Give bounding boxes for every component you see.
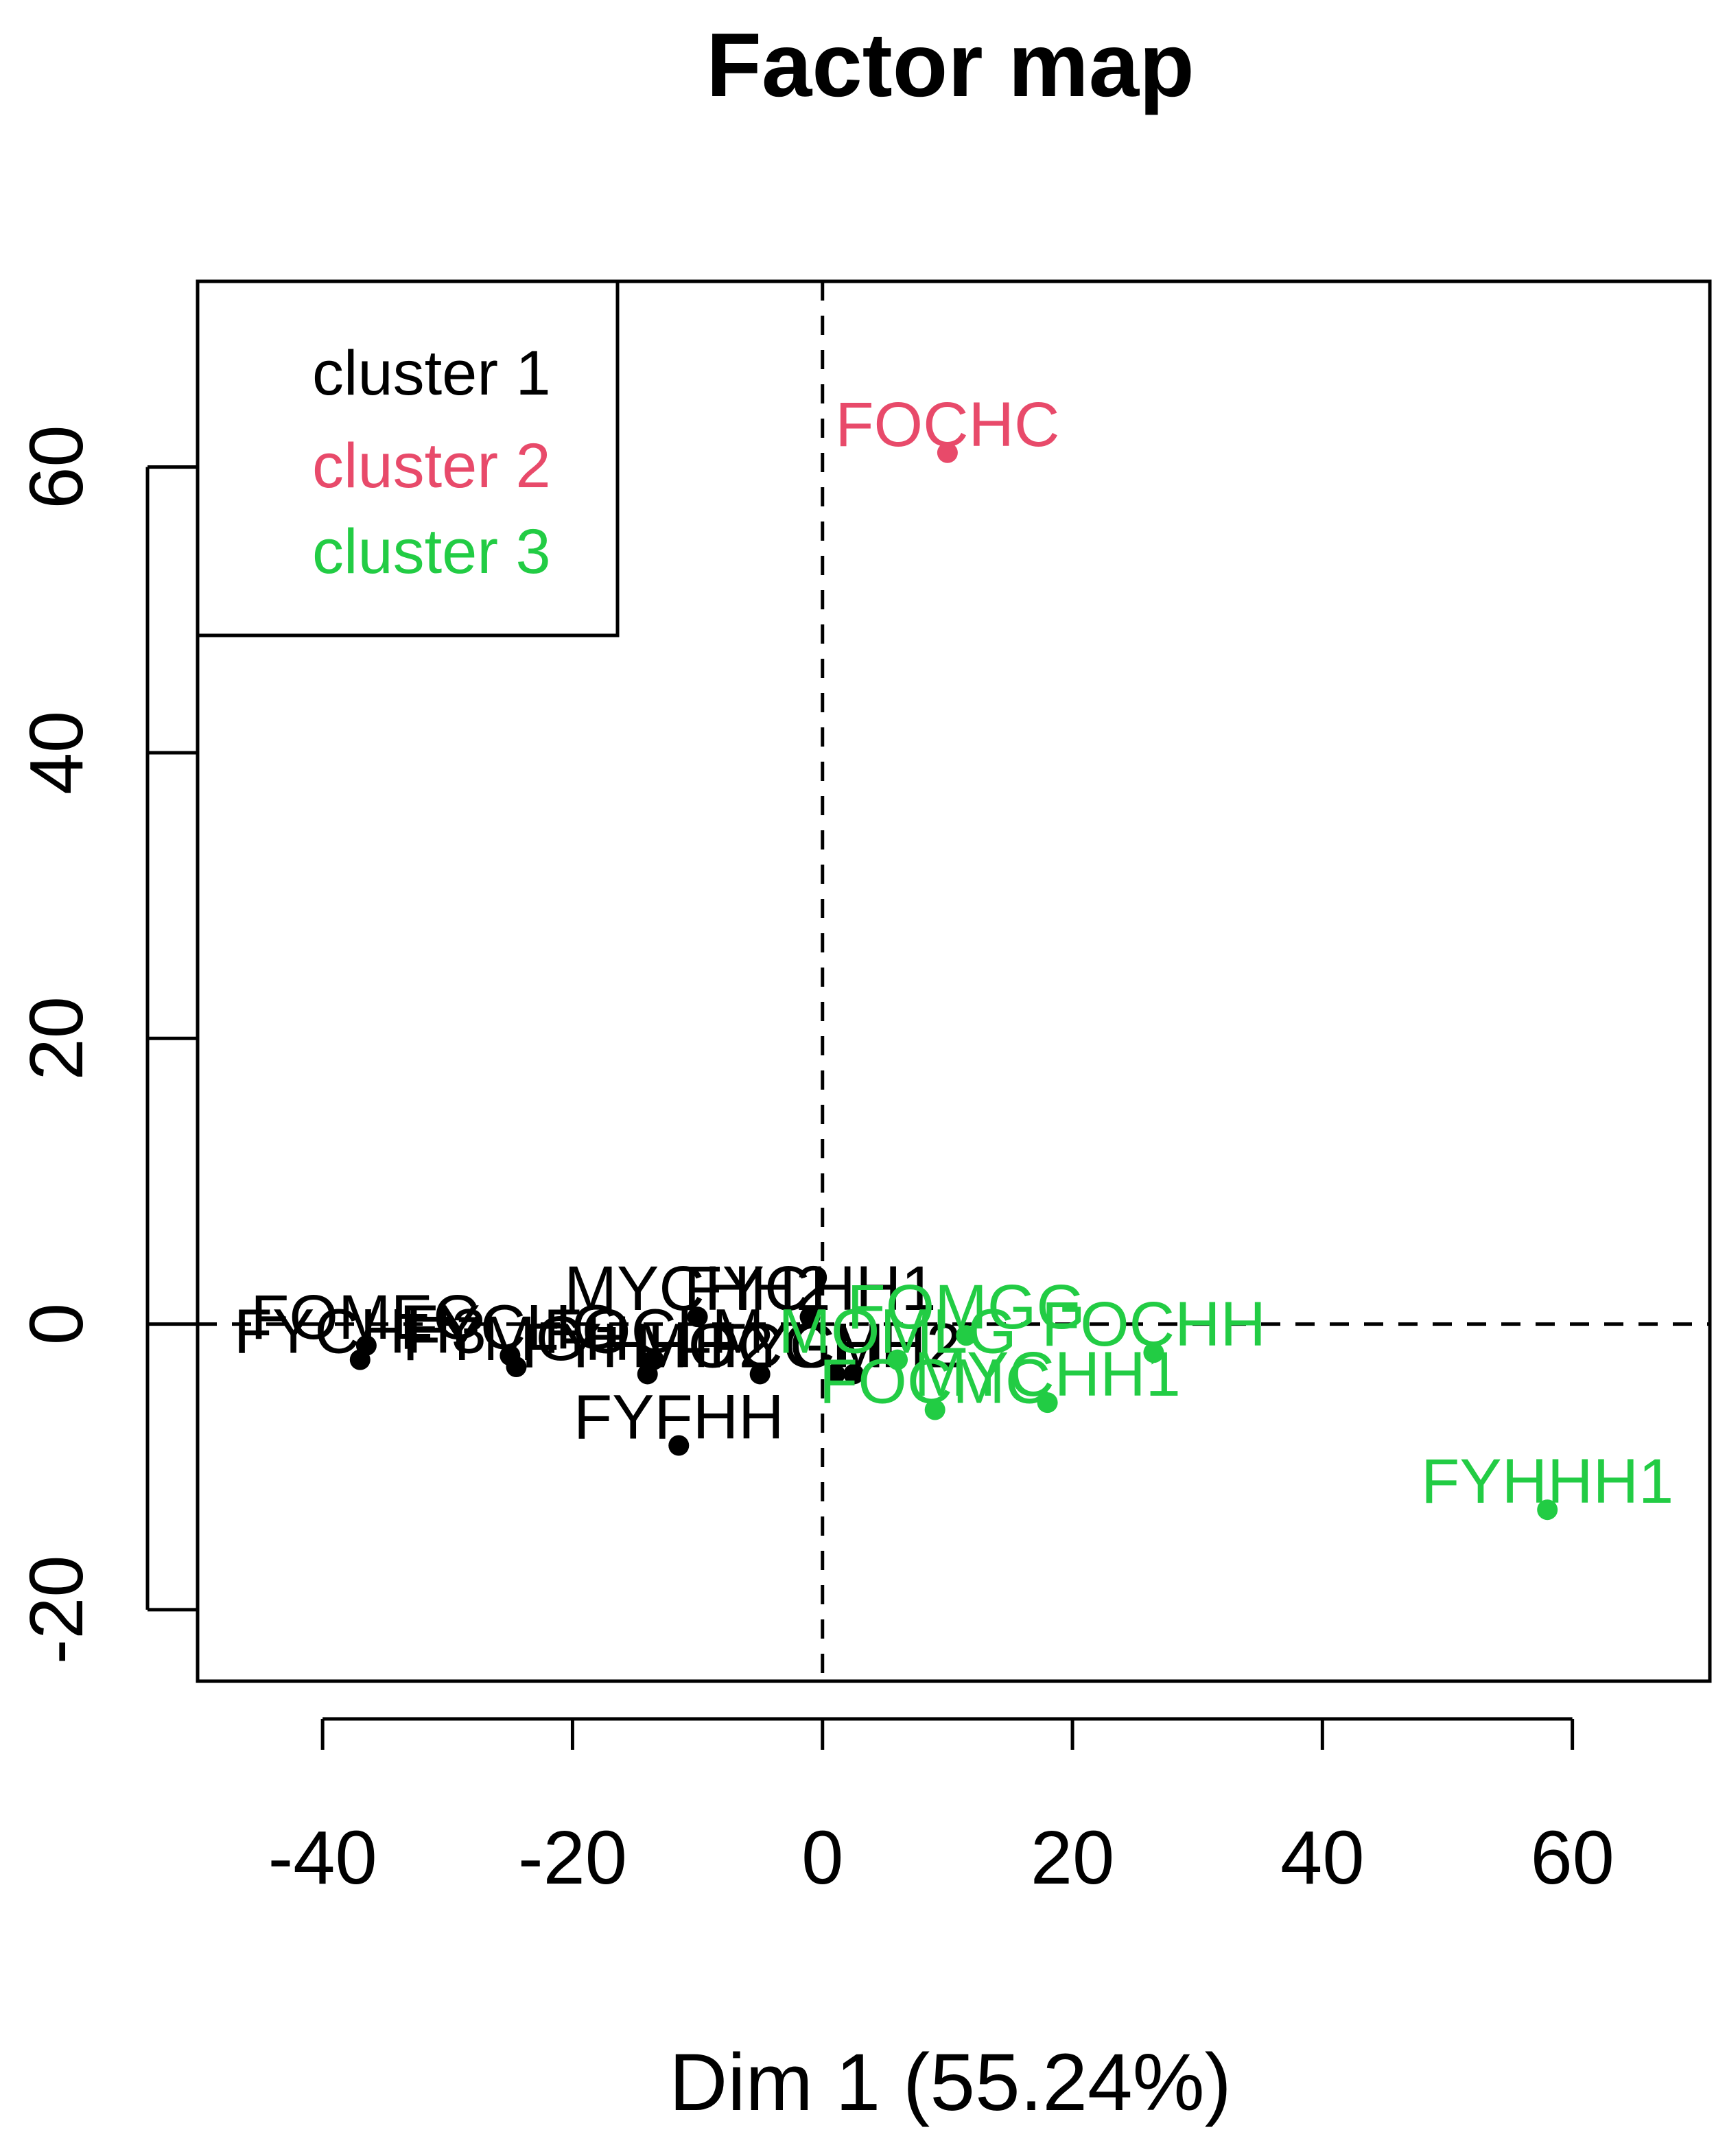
data-point xyxy=(1037,1392,1058,1414)
point-label: FOCMC xyxy=(819,1346,1050,1416)
data-point xyxy=(887,1349,908,1370)
data-point xyxy=(843,1363,865,1385)
data-point xyxy=(824,1363,845,1385)
point-label: FOCHC xyxy=(835,390,1059,460)
plot-frame xyxy=(196,279,1712,1683)
legend-entry-cluster-1: cluster 1 xyxy=(312,338,551,408)
data-point xyxy=(1537,1499,1558,1521)
data-point xyxy=(749,1363,771,1385)
legend-entry-cluster-3: cluster 3 xyxy=(312,517,551,587)
legend: cluster 1 cluster 2 cluster 3 xyxy=(196,279,620,637)
x-tick-label: -40 xyxy=(268,1816,377,1900)
point-label: FYCHG xyxy=(399,1292,620,1362)
legend-entry-cluster-2: cluster 2 xyxy=(312,431,551,501)
x-tick-label: 0 xyxy=(801,1816,843,1900)
y-axis: -20 0 20 40 60 xyxy=(14,425,198,1664)
y-tick-label: 0 xyxy=(14,1303,99,1345)
point-label: MYCHH2 xyxy=(564,1254,830,1324)
data-point xyxy=(799,1307,821,1328)
data-point xyxy=(506,1357,527,1378)
point-label: FOCHH xyxy=(1042,1289,1266,1359)
y-tick-label: -20 xyxy=(14,1555,99,1664)
data-point xyxy=(349,1349,371,1370)
x-axis: -40 -20 0 20 40 60 xyxy=(268,1717,1614,1900)
y-tick-label: 40 xyxy=(14,711,99,795)
data-point xyxy=(643,1349,664,1370)
x-tick-label: 40 xyxy=(1280,1816,1364,1900)
point-label: FOMEG xyxy=(250,1282,482,1352)
x-tick-label: 60 xyxy=(1530,1816,1614,1900)
point-label: FYCHH3 xyxy=(234,1297,486,1367)
data-point xyxy=(937,442,958,463)
point-label: FYCHH2 xyxy=(709,1311,961,1381)
data-point xyxy=(687,1307,708,1328)
plot-area xyxy=(196,279,1712,1683)
point-label: FYHHH2 xyxy=(521,1311,774,1381)
data-point xyxy=(956,1325,977,1346)
series-cluster-2: FOCHC xyxy=(835,390,1059,463)
y-tick-label: 20 xyxy=(14,996,99,1080)
data-point xyxy=(1143,1342,1164,1363)
point-label: FYMGH xyxy=(402,1304,630,1374)
x-axis-label: Dim 1 (55.24%) xyxy=(669,2037,1232,2128)
data-point xyxy=(668,1435,690,1456)
x-tick-label: 20 xyxy=(1031,1816,1114,1900)
point-label: MOMLG xyxy=(778,1297,1017,1367)
point-label: MYCHH1 xyxy=(914,1339,1180,1409)
point-label: FYHHH1 xyxy=(1421,1446,1673,1516)
y-tick-label: 60 xyxy=(14,425,99,508)
points-layer: FOMEGFYCHH3FYCHGFYMGHMYCHH2FYHHH2FYFHHFO… xyxy=(234,390,1673,1521)
legend-box xyxy=(196,279,620,637)
point-label: FYCHH1 xyxy=(684,1254,937,1324)
chart-title: Factor map xyxy=(706,14,1195,115)
point-label: FYFHH xyxy=(574,1383,784,1453)
x-tick-label: -20 xyxy=(518,1816,627,1900)
point-label: FOMGG xyxy=(847,1272,1085,1342)
point-label: FOCLM xyxy=(543,1297,764,1367)
data-point xyxy=(924,1399,945,1420)
